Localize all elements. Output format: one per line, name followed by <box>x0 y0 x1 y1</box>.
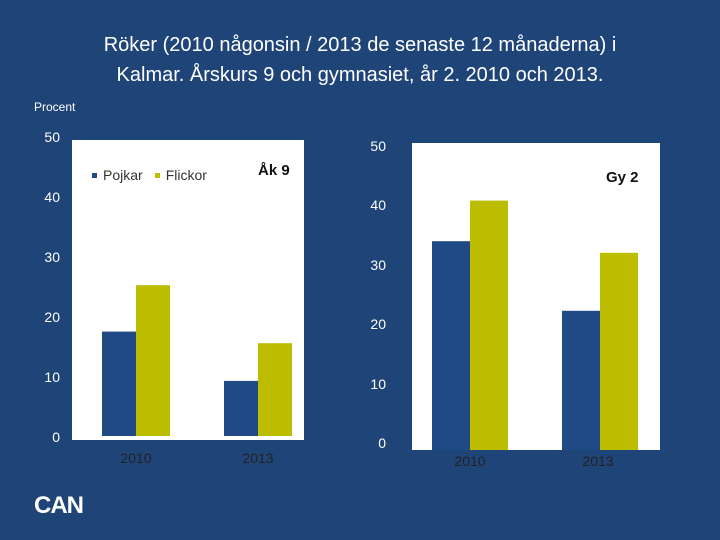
ytick-gy2-10: 10 <box>370 375 386 392</box>
chart-ak9-xlabel-2013: 2013 <box>242 450 274 466</box>
chart-panel-ak9: Åk 9 2010 2013 <box>72 140 304 466</box>
chart-gy2-svg <box>432 200 638 450</box>
chart-ak9-svg <box>102 285 292 436</box>
ytick-gy2-50: 50 <box>370 138 386 154</box>
bar-gy2-flickor-2010 <box>470 200 508 450</box>
bar-ak9-pojkar-2013 <box>224 380 258 436</box>
ytick-ak9-20: 20 <box>44 309 60 325</box>
chart-gy2-xlabel-2010: 2010 <box>454 453 486 469</box>
ytick-gy2-20: 20 <box>370 316 386 333</box>
chart-gy2-xlabel-2013: 2013 <box>582 453 614 469</box>
ytick-gy2-30: 30 <box>370 256 386 273</box>
ytick-gy2-40: 40 <box>370 197 386 214</box>
chart-ak9-xlabel-2010: 2010 <box>120 450 152 466</box>
unit-label: Procent <box>34 100 76 114</box>
ytick-ak9-50: 50 <box>44 129 60 145</box>
bar-gy2-flickor-2013 <box>600 252 638 450</box>
ytick-ak9-10: 10 <box>44 369 60 385</box>
ytick-ak9-40: 40 <box>44 189 60 205</box>
bar-gy2-pojkar-2013 <box>562 310 600 450</box>
slide-title: Röker (2010 någonsin / 2013 de senaste 1… <box>0 30 720 90</box>
legend: Pojkar Flickor <box>92 167 207 183</box>
bar-ak9-flickor-2013 <box>258 343 292 436</box>
chart-ak9-title: Åk 9 <box>258 162 290 179</box>
chart-gy2-title: Gy 2 <box>606 169 639 186</box>
bar-ak9-pojkar-2010 <box>102 331 136 436</box>
legend-swatch-pojkar <box>92 172 97 178</box>
legend-label-pojkar: Pojkar <box>103 167 143 183</box>
slide-title-line2: Kalmar. Årskurs 9 och gymnasiet, år 2. 2… <box>116 64 604 86</box>
slide-title-line1: Röker (2010 någonsin / 2013 de senaste 1… <box>103 34 617 56</box>
ytick-gy2-0: 0 <box>378 435 386 451</box>
bar-ak9-flickor-2010 <box>136 285 170 436</box>
ytick-ak9-30: 30 <box>44 249 60 265</box>
legend-label-flickor: Flickor <box>165 167 207 183</box>
bar-gy2-pojkar-2010 <box>432 241 470 450</box>
chart-panel-gy2: Gy 2 2010 2013 <box>412 143 660 469</box>
can-logo: CAN <box>34 492 84 519</box>
legend-swatch-flickor <box>154 172 160 178</box>
ytick-ak9-0: 0 <box>52 429 60 445</box>
